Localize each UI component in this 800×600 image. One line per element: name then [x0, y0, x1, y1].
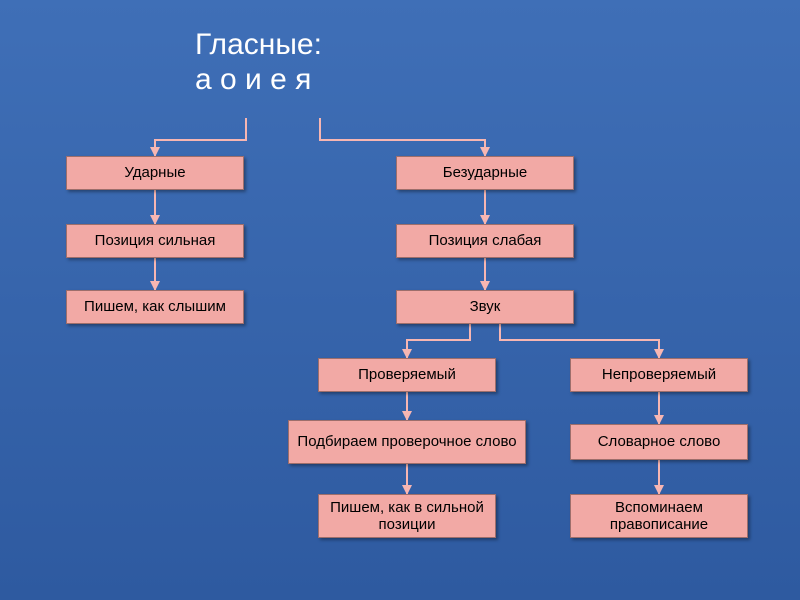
node-write_as_hear: Пишем, как слышим — [66, 290, 244, 324]
node-stressed: Ударные — [66, 156, 244, 190]
node-unstressed: Безударные — [396, 156, 574, 190]
node-sound: Звук — [396, 290, 574, 324]
node-find_check_word: Подбираем проверочное слово — [288, 420, 526, 464]
node-weak_pos: Позиция слабая — [396, 224, 574, 258]
edge-sound-uncheckable — [500, 324, 659, 358]
diagram-title: Гласные: а о и е я — [195, 28, 322, 97]
node-dictionary_word: Словарное слово — [570, 424, 748, 460]
edge-title_anchor-stressed — [155, 118, 246, 156]
edge-sound-checkable — [407, 324, 470, 358]
node-strong_pos: Позиция сильная — [66, 224, 244, 258]
node-uncheckable: Непроверяемый — [570, 358, 748, 392]
edge-title_anchor-unstressed — [320, 118, 485, 156]
node-checkable: Проверяемый — [318, 358, 496, 392]
node-recall_spelling: Вспоминаем правописание — [570, 494, 748, 538]
diagram-stage: Гласные: а о и е я Ударные Позиция сильна… — [0, 0, 800, 600]
node-write_as_strong: Пишем, как в сильной позиции — [318, 494, 496, 538]
